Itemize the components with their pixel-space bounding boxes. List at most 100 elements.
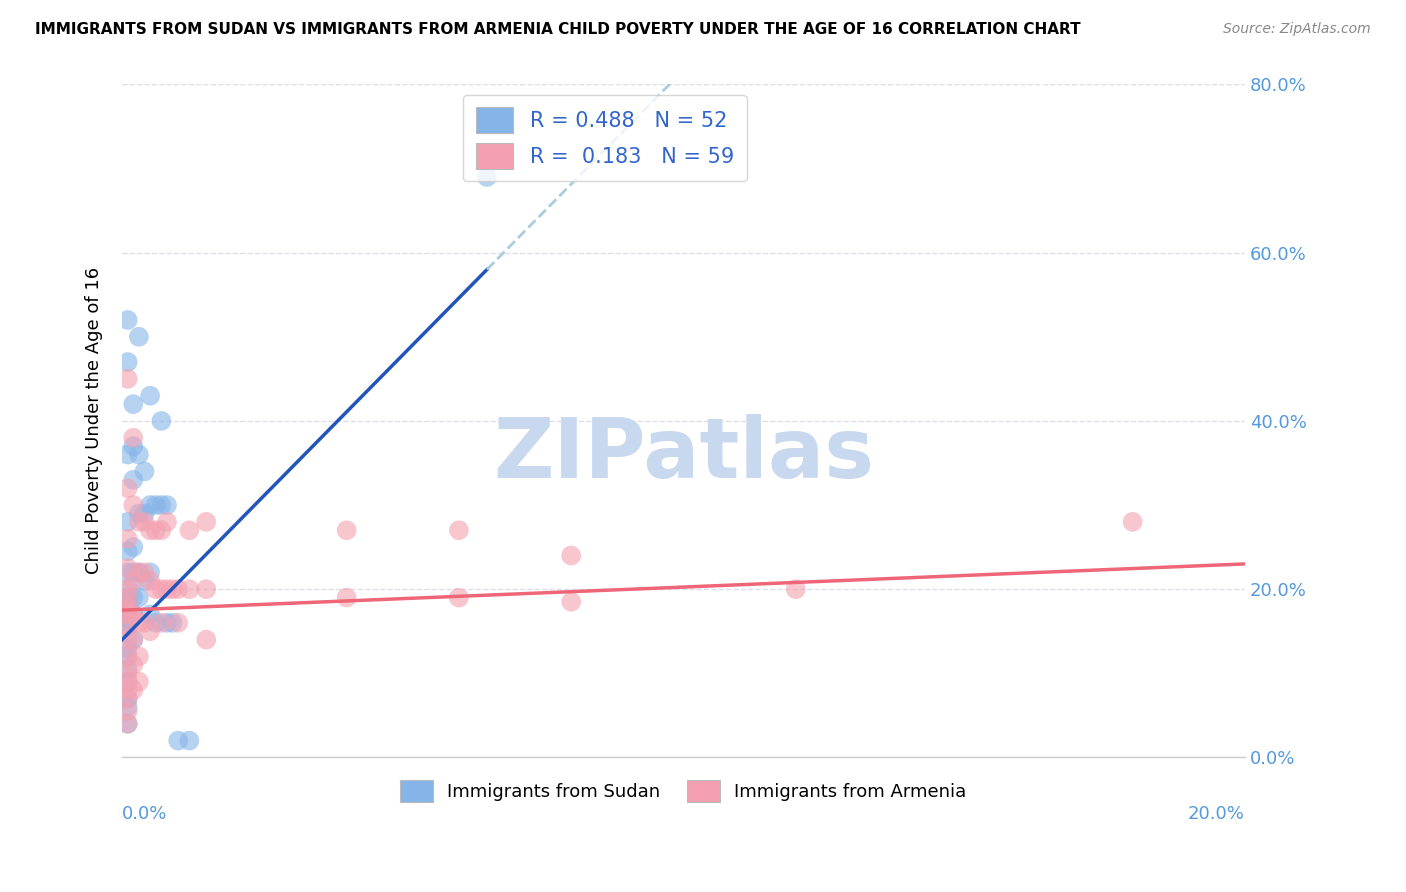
Point — [145, 498, 167, 512]
Point — [117, 544, 139, 558]
Point — [150, 414, 173, 428]
Point — [128, 507, 150, 521]
Point — [145, 582, 167, 596]
Point — [117, 566, 139, 580]
Point — [122, 473, 145, 487]
Point — [117, 561, 139, 575]
Point — [179, 523, 201, 537]
Point — [117, 582, 139, 596]
Text: ZIPatlas: ZIPatlas — [494, 414, 875, 495]
Point — [167, 615, 190, 630]
Point — [139, 523, 162, 537]
Point — [134, 574, 156, 588]
Point — [122, 591, 145, 605]
Point — [117, 641, 139, 656]
Point — [475, 169, 498, 184]
Point — [122, 397, 145, 411]
Point — [179, 582, 201, 596]
Text: 20.0%: 20.0% — [1188, 805, 1244, 822]
Point — [117, 515, 139, 529]
Point — [117, 683, 139, 698]
Point — [156, 582, 179, 596]
Point — [117, 582, 139, 596]
Point — [134, 507, 156, 521]
Point — [122, 607, 145, 622]
Point — [117, 591, 139, 605]
Point — [117, 691, 139, 706]
Point — [117, 620, 139, 634]
Point — [785, 582, 807, 596]
Legend: Immigrants from Sudan, Immigrants from Armenia: Immigrants from Sudan, Immigrants from A… — [394, 772, 974, 809]
Text: 0.0%: 0.0% — [122, 805, 167, 822]
Point — [336, 591, 359, 605]
Point — [139, 498, 162, 512]
Point — [122, 683, 145, 698]
Point — [156, 615, 179, 630]
Point — [117, 716, 139, 731]
Point — [122, 431, 145, 445]
Point — [117, 599, 139, 613]
Point — [117, 674, 139, 689]
Point — [560, 549, 582, 563]
Point — [128, 615, 150, 630]
Text: IMMIGRANTS FROM SUDAN VS IMMIGRANTS FROM ARMENIA CHILD POVERTY UNDER THE AGE OF : IMMIGRANTS FROM SUDAN VS IMMIGRANTS FROM… — [35, 22, 1081, 37]
Y-axis label: Child Poverty Under the Age of 16: Child Poverty Under the Age of 16 — [86, 268, 103, 574]
Point — [134, 615, 156, 630]
Point — [117, 632, 139, 647]
Point — [117, 615, 139, 630]
Point — [179, 733, 201, 747]
Point — [128, 674, 150, 689]
Point — [122, 498, 145, 512]
Point — [117, 620, 139, 634]
Text: Source: ZipAtlas.com: Source: ZipAtlas.com — [1223, 22, 1371, 37]
Point — [117, 607, 139, 622]
Point — [117, 704, 139, 718]
Point — [117, 662, 139, 676]
Point — [117, 372, 139, 386]
Point — [139, 389, 162, 403]
Point — [167, 582, 190, 596]
Point — [122, 574, 145, 588]
Point — [139, 566, 162, 580]
Point — [122, 632, 145, 647]
Point — [447, 523, 470, 537]
Point — [150, 523, 173, 537]
Point — [162, 582, 184, 596]
Point — [156, 515, 179, 529]
Point — [117, 674, 139, 689]
Point — [150, 615, 173, 630]
Point — [122, 439, 145, 453]
Point — [117, 607, 139, 622]
Point — [139, 607, 162, 622]
Point — [167, 733, 190, 747]
Point — [117, 591, 139, 605]
Point — [117, 612, 139, 626]
Point — [195, 632, 218, 647]
Point — [128, 330, 150, 344]
Point — [122, 657, 145, 672]
Point — [117, 700, 139, 714]
Point — [128, 448, 150, 462]
Point — [336, 523, 359, 537]
Point — [117, 481, 139, 495]
Point — [447, 591, 470, 605]
Point — [128, 649, 150, 664]
Point — [117, 313, 139, 327]
Point — [139, 624, 162, 639]
Point — [134, 464, 156, 478]
Point — [560, 595, 582, 609]
Point — [122, 566, 145, 580]
Point — [134, 566, 156, 580]
Point — [156, 498, 179, 512]
Point — [122, 632, 145, 647]
Point — [117, 595, 139, 609]
Point — [117, 649, 139, 664]
Point — [122, 540, 145, 554]
Point — [117, 603, 139, 617]
Point — [117, 691, 139, 706]
Point — [117, 716, 139, 731]
Point — [117, 532, 139, 546]
Point — [150, 582, 173, 596]
Point — [122, 607, 145, 622]
Point — [134, 515, 156, 529]
